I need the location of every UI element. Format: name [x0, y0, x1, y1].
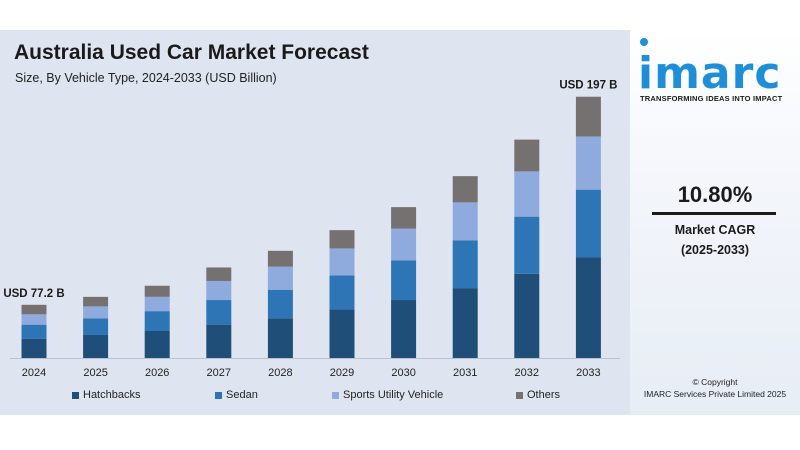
bar-sports-utility-vehicle-2026 — [144, 296, 170, 312]
stacked-bar-chart: 2024 USD 77.2 B 2025 2026 2027 2028 2029 2030 20… — [3, 80, 620, 379]
bar-sedan-2024 — [21, 324, 47, 339]
bar-others-2029 — [329, 230, 355, 249]
cagr-period: (2025-2033) — [680, 243, 750, 257]
cagr-divider — [652, 212, 776, 215]
bar-hatchbacks-2031 — [452, 288, 478, 358]
bar-sports-utility-vehicle-2025 — [83, 306, 109, 319]
chart-title: Australia Used Car Market Forecast — [14, 41, 369, 64]
legend-label-sedan: Sedan — [226, 389, 258, 401]
legend-item-hatchbacks: Hatchbacks — [72, 389, 140, 401]
bar-hatchbacks-2032 — [514, 273, 540, 358]
bar-sports-utility-vehicle-2031 — [452, 202, 478, 241]
total-label-2033: USD 197 B — [559, 80, 617, 92]
x-tick-label-2033: 2033 — [576, 367, 600, 379]
bar-sedan-2030 — [391, 260, 417, 301]
legend-item-suv: Sports Utility Vehicle — [332, 389, 443, 401]
x-tick-label-2031: 2031 — [453, 367, 477, 379]
copyright-company: IMARC Services Private Limited 2025 — [643, 389, 787, 399]
bar-sedan-2033 — [575, 189, 601, 258]
bar-sedan-2026 — [144, 311, 170, 331]
bar-sports-utility-vehicle-2028 — [267, 266, 293, 290]
bar-hatchbacks-2024 — [21, 338, 47, 358]
bar-hatchbacks-2033 — [575, 257, 601, 358]
bar-sedan-2031 — [452, 240, 478, 289]
legend-label-others: Others — [527, 389, 561, 401]
bar-sports-utility-vehicle-2030 — [391, 228, 417, 261]
legend-item-sedan: Sedan — [215, 389, 258, 401]
legend-item-others: Others — [516, 389, 560, 401]
bar-others-2027 — [206, 267, 232, 281]
legend-label-suv: Sports Utility Vehicle — [343, 389, 444, 401]
bar-others-2028 — [267, 250, 293, 267]
total-label-2024: USD 77.2 B — [3, 288, 64, 300]
legend-swatch-suv — [332, 391, 339, 399]
bar-sports-utility-vehicle-2032 — [514, 171, 540, 217]
chart-legend: Hatchbacks Sedan Sports Utility Vehicle … — [0, 389, 630, 405]
bar-hatchbacks-2030 — [391, 300, 417, 358]
bar-hatchbacks-2025 — [83, 334, 109, 358]
bar-others-2030 — [391, 207, 417, 229]
bar-hatchbacks-2026 — [144, 331, 170, 358]
bar-others-2033 — [575, 96, 601, 137]
bar-others-2026 — [144, 285, 170, 297]
x-tick-label-2028: 2028 — [268, 367, 292, 379]
legend-label-hatchbacks: Hatchbacks — [83, 389, 141, 401]
infographic-frame: Australia Used Car Market Forecast Size,… — [0, 30, 800, 415]
copyright-line: © Copyright — [692, 377, 738, 387]
cagr-label: Market CAGR — [674, 223, 756, 237]
bar-sports-utility-vehicle-2024 — [21, 314, 47, 325]
legend-swatch-others — [516, 391, 523, 399]
bar-others-2025 — [83, 296, 109, 307]
bar-sedan-2029 — [329, 275, 355, 310]
x-tick-label-2024: 2024 — [22, 367, 46, 379]
legend-swatch-hatchbacks — [72, 391, 79, 399]
legend-swatch-sedan — [215, 391, 222, 399]
bar-others-2024 — [21, 304, 47, 315]
bar-sedan-2028 — [267, 289, 293, 319]
chart-subtitle: Size, By Vehicle Type, 2024-2033 (USD Bi… — [15, 71, 277, 85]
x-tick-label-2032: 2032 — [515, 367, 539, 379]
bar-sedan-2025 — [83, 318, 109, 335]
bar-sports-utility-vehicle-2033 — [575, 136, 601, 190]
bar-hatchbacks-2027 — [206, 324, 232, 358]
bar-hatchbacks-2028 — [267, 318, 293, 358]
bar-others-2031 — [452, 176, 478, 203]
brand-tagline: TRANSFORMING IDEAS INTO IMPACT — [640, 94, 783, 103]
bar-sedan-2027 — [206, 300, 232, 325]
x-tick-label-2027: 2027 — [207, 367, 231, 379]
x-tick-label-2029: 2029 — [330, 367, 354, 379]
imarc-logo: imarc — [638, 48, 782, 99]
chart-panel: Australia Used Car Market Forecast Size,… — [0, 30, 630, 415]
bar-hatchbacks-2029 — [329, 309, 355, 358]
bar-others-2032 — [514, 139, 540, 172]
x-tick-label-2025: 2025 — [83, 367, 107, 379]
bar-sports-utility-vehicle-2027 — [206, 280, 232, 301]
side-panel: imarc TRANSFORMING IDEAS INTO IMPACT 10.… — [630, 30, 800, 415]
cagr-value: 10.80% — [677, 182, 753, 207]
logo-dot-icon — [640, 38, 648, 46]
bar-sedan-2032 — [514, 216, 540, 274]
x-tick-label-2030: 2030 — [391, 367, 415, 379]
x-tick-label-2026: 2026 — [145, 367, 169, 379]
bar-sports-utility-vehicle-2029 — [329, 248, 355, 276]
